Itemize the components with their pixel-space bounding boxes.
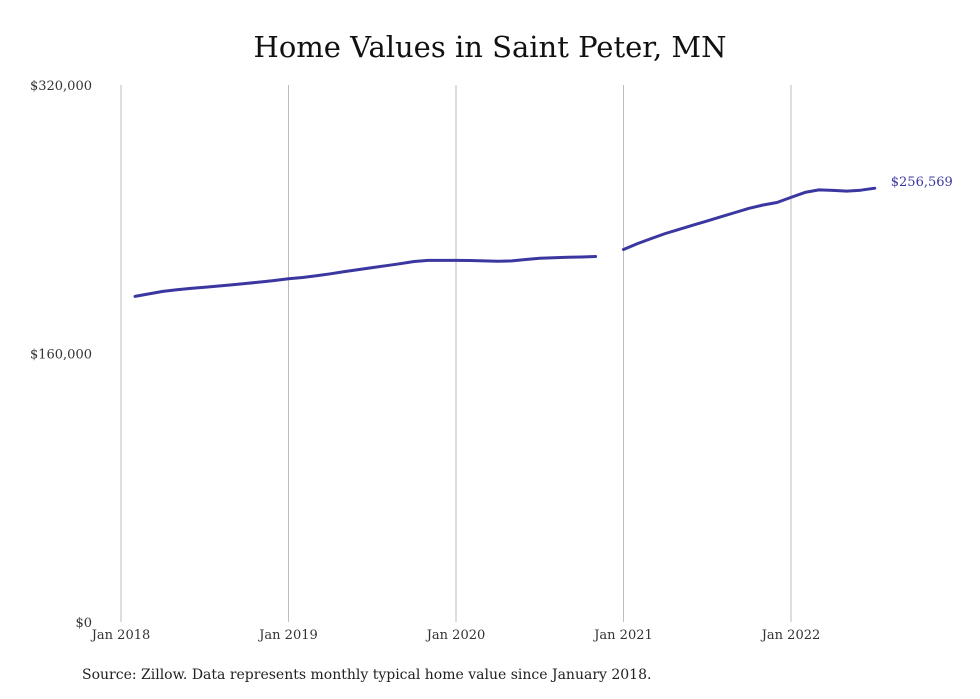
x-tick-label: Jan 2019 (257, 628, 318, 643)
y-tick-label: $160,000 (30, 348, 92, 363)
line-layer (133, 186, 877, 298)
label-layer: $256,569 (891, 175, 953, 190)
axis-layer: Jan 2018 Jan 2019 Jan 2020 Jan 2021 Jan 2022… (30, 79, 820, 643)
grid-layer (120, 85, 792, 622)
source-note: Source: Zillow. Data represents monthly … (82, 667, 652, 683)
series-line-segment (622, 186, 877, 251)
x-tick-label: Jan 2022 (760, 628, 821, 643)
series-line-segment (133, 255, 598, 298)
y-tick-label: $0 (75, 616, 92, 631)
x-tick-label: Jan 2020 (425, 628, 486, 643)
x-tick-label: Jan 2021 (592, 628, 653, 643)
y-tick-label: $320,000 (30, 79, 92, 94)
chart-title: Home Values in Saint Peter, MN (253, 30, 727, 64)
x-tick-label: Jan 2018 (90, 628, 151, 643)
end-value-label: $256,569 (891, 175, 953, 190)
